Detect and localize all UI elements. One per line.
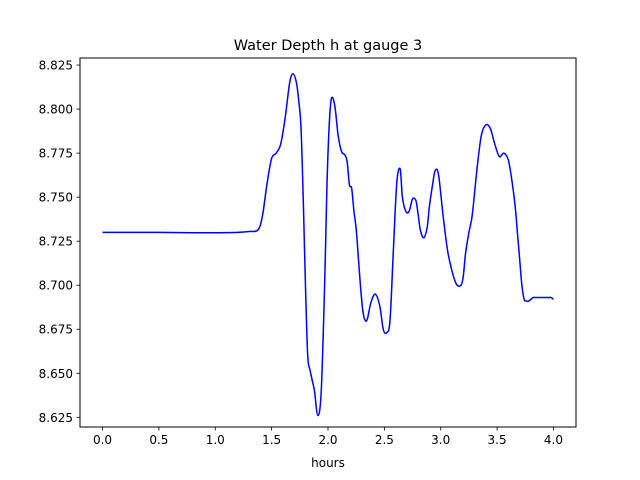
y-tick-label: 8.675 xyxy=(39,323,73,337)
y-tick-label: 8.625 xyxy=(39,411,73,425)
x-tick-label: 4.0 xyxy=(544,433,563,447)
x-tick-label: 1.5 xyxy=(262,433,281,447)
chart-title: Water Depth h at gauge 3 xyxy=(234,38,422,54)
y-axis: 8.625 8.650 8.675 8.700 8.725 8.750 8.775 8.800… xyxy=(39,59,80,425)
series-layer xyxy=(102,73,554,417)
y-tick-label: 8.825 xyxy=(39,59,73,73)
x-tick-label: 2.5 xyxy=(375,433,394,447)
y-tick-label: 8.725 xyxy=(39,235,73,249)
y-tick-label: 8.775 xyxy=(39,147,73,161)
x-tick-label: 3.5 xyxy=(488,433,507,447)
x-tick-label: 0.0 xyxy=(93,433,112,447)
x-axis: 0.0 0.5 1.0 1.5 2.0 2.5 3.0 3.5 4.0 xyxy=(93,427,563,447)
y-tick-label: 8.750 xyxy=(39,191,73,205)
y-tick-label: 8.700 xyxy=(39,279,73,293)
x-axis-label: hours xyxy=(311,456,345,470)
y-tick-label: 8.650 xyxy=(39,367,73,381)
x-tick-label: 3.0 xyxy=(431,433,450,447)
x-tick-label: 0.5 xyxy=(149,433,168,447)
y-tick-label: 8.800 xyxy=(39,103,73,117)
x-tick-label: 2.0 xyxy=(318,433,337,447)
series-line-0 xyxy=(102,73,554,417)
x-tick-label: 1.0 xyxy=(206,433,225,447)
